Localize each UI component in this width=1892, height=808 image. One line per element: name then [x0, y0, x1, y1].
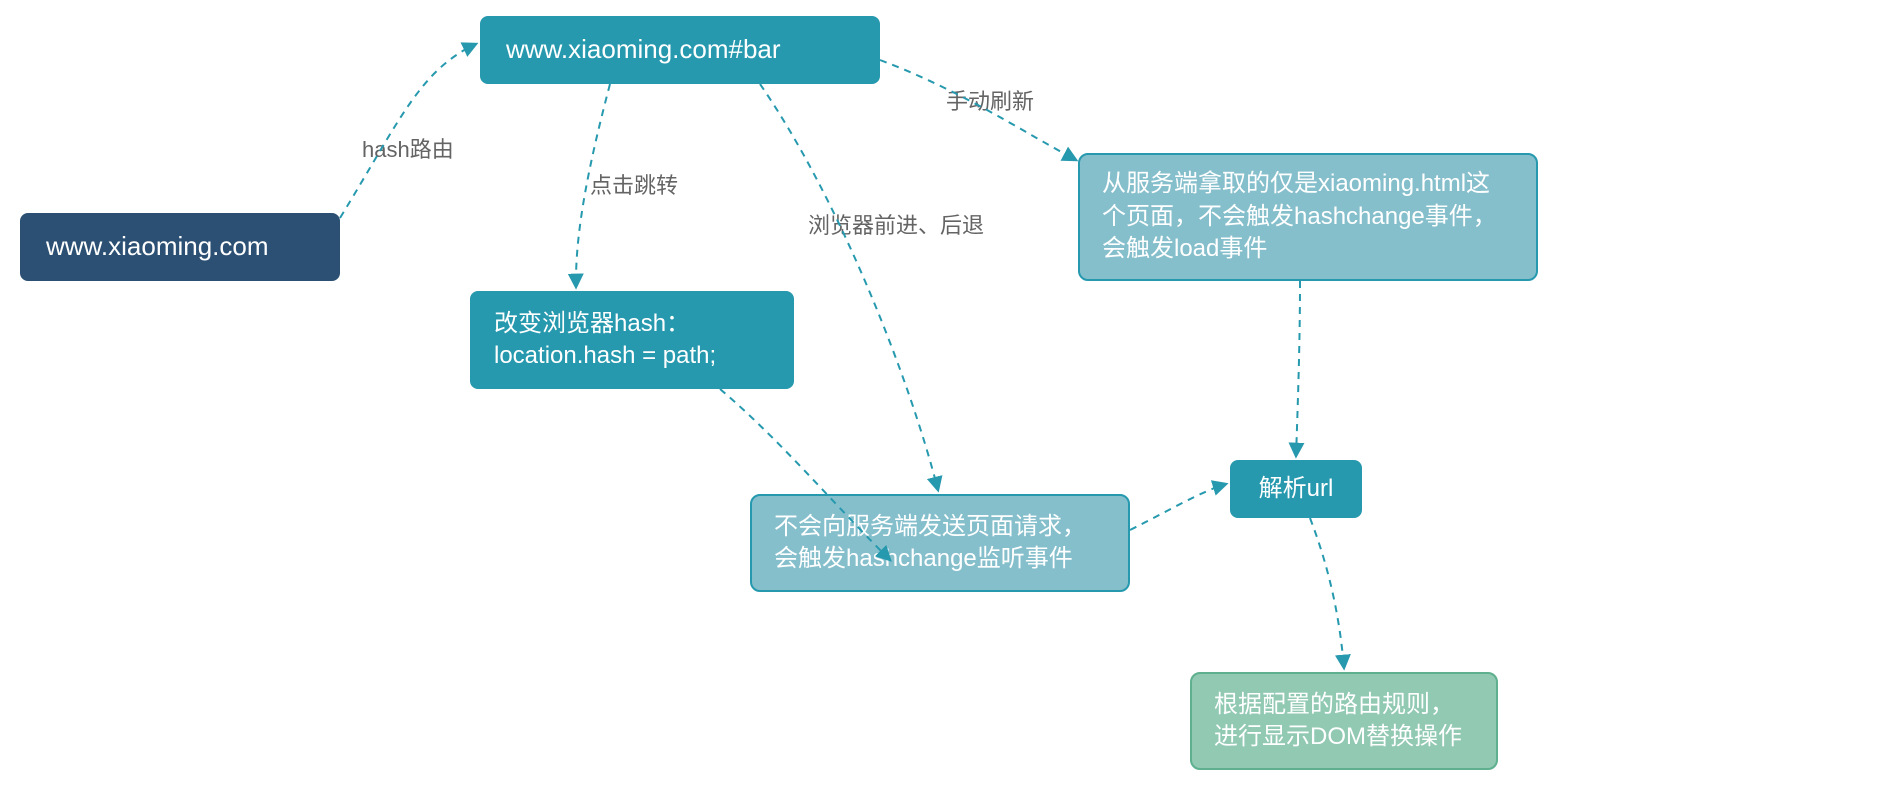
edge-e1 — [340, 44, 476, 218]
node-label: www.xiaoming.com#bar — [506, 32, 781, 67]
node-label: 从服务端拿取的仅是xiaoming.html这个页面，不会触发hashchang… — [1102, 168, 1497, 265]
node-hash-url: www.xiaoming.com#bar — [480, 16, 880, 84]
node-hashchange-event: 不会向服务端发送页面请求，会触发hashchange监听事件 — [750, 494, 1130, 592]
edge-e3 — [760, 84, 938, 490]
node-label: www.xiaoming.com — [46, 229, 269, 264]
node-dom-replace: 根据配置的路由规则，进行显示DOM替换操作 — [1190, 672, 1498, 770]
edges-layer — [0, 0, 1892, 808]
edge-e6 — [1296, 281, 1300, 456]
edge-e8 — [1310, 518, 1344, 668]
node-label: 改变浏览器hash：location.hash = path; — [494, 308, 716, 373]
edge-label-hash-route: hash路由 — [362, 132, 454, 164]
node-start-url: www.xiaoming.com — [20, 213, 340, 281]
edge-e7 — [1130, 484, 1226, 530]
edge-label-manual-refresh: 手动刷新 — [946, 84, 1034, 116]
node-server-fetch: 从服务端拿取的仅是xiaoming.html这个页面，不会触发hashchang… — [1078, 153, 1538, 281]
node-change-hash: 改变浏览器hash：location.hash = path; — [470, 291, 794, 389]
edge-label-click-jump: 点击跳转 — [590, 168, 678, 200]
edge-label-browser-nav: 浏览器前进、后退 — [808, 208, 984, 240]
node-label: 解析url — [1259, 473, 1334, 505]
node-label: 不会向服务端发送页面请求，会触发hashchange监听事件 — [774, 511, 1086, 576]
node-parse-url: 解析url — [1230, 460, 1362, 518]
node-label: 根据配置的路由规则，进行显示DOM替换操作 — [1214, 689, 1462, 754]
